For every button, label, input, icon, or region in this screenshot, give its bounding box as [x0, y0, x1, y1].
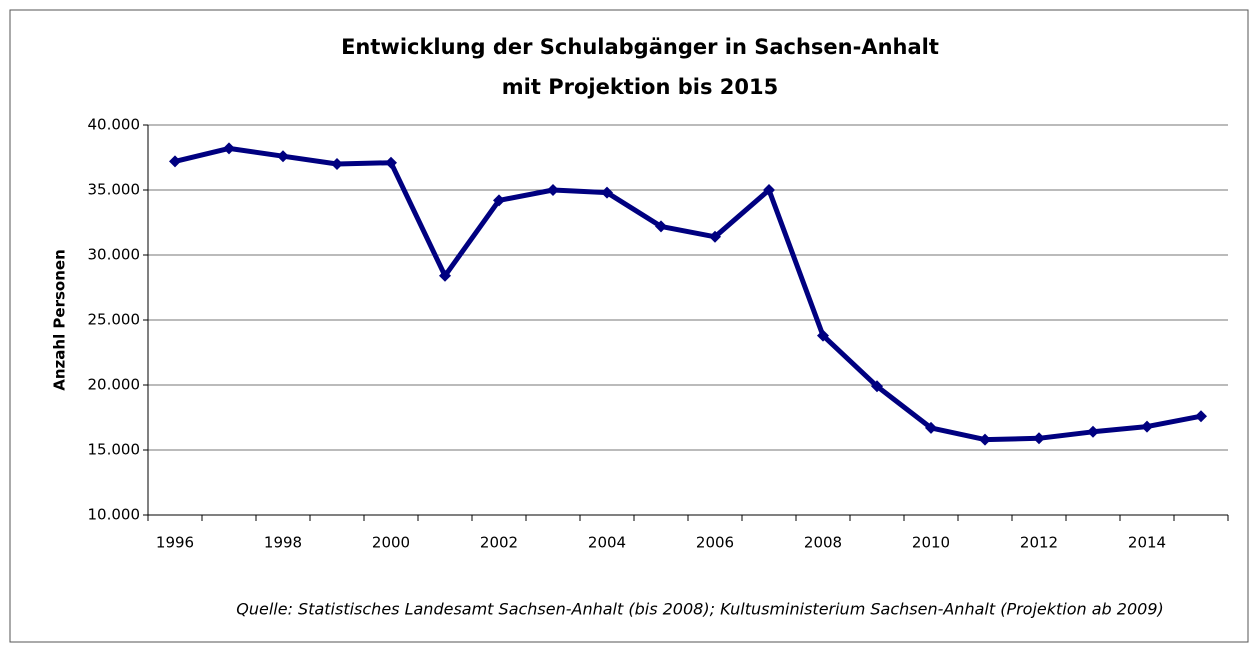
data-point — [493, 194, 505, 207]
data-point — [817, 329, 829, 342]
x-tick-label: 2014 — [1128, 534, 1166, 552]
data-point — [1141, 420, 1153, 433]
x-tick-label: 2008 — [804, 534, 842, 552]
data-point — [709, 230, 721, 243]
data-point — [331, 158, 343, 170]
y-tick-label: 40.000 — [88, 116, 141, 134]
y-tick-label: 20.000 — [88, 376, 141, 394]
x-tick-label: 2004 — [588, 534, 626, 552]
y-tick-label: 15.000 — [88, 441, 141, 459]
data-point — [601, 186, 613, 199]
chart-title: Entwicklung der Schulabgänger in Sachsen… — [341, 35, 939, 59]
source-note: Quelle: Statistisches Landesamt Sachsen-… — [236, 600, 1164, 619]
x-tick-label: 2012 — [1020, 534, 1058, 552]
data-point — [925, 421, 937, 434]
data-point — [1087, 425, 1099, 438]
y-axis-label: Anzahl Personen — [51, 249, 69, 391]
data-line — [174, 145, 1202, 443]
chart-title: mit Projektion bis 2015 — [502, 75, 778, 99]
data-point — [385, 156, 397, 169]
data-point — [547, 184, 559, 196]
y-tick-label: 10.000 — [88, 506, 141, 524]
y-tick-label: 25.000 — [88, 311, 141, 329]
data-point — [169, 155, 181, 168]
y-tick-label: 30.000 — [88, 246, 141, 264]
chart-frame — [9, 9, 1249, 643]
data-point — [1195, 410, 1207, 423]
x-tick-label: 2006 — [696, 534, 734, 552]
data-point — [979, 433, 991, 446]
x-tick-label: 1996 — [156, 534, 194, 552]
x-tick-label: 2010 — [912, 534, 950, 552]
y-tick-label: 35.000 — [88, 181, 141, 199]
x-tick-label: 2000 — [372, 534, 410, 552]
data-point — [871, 380, 883, 393]
x-tick-label: 2002 — [480, 534, 518, 552]
data-point — [763, 184, 775, 196]
data-point — [277, 150, 289, 163]
data-point — [655, 220, 667, 233]
x-tick-label: 1998 — [264, 534, 302, 552]
data-point — [439, 269, 451, 282]
data-point — [1033, 432, 1045, 445]
data-point — [223, 142, 235, 155]
